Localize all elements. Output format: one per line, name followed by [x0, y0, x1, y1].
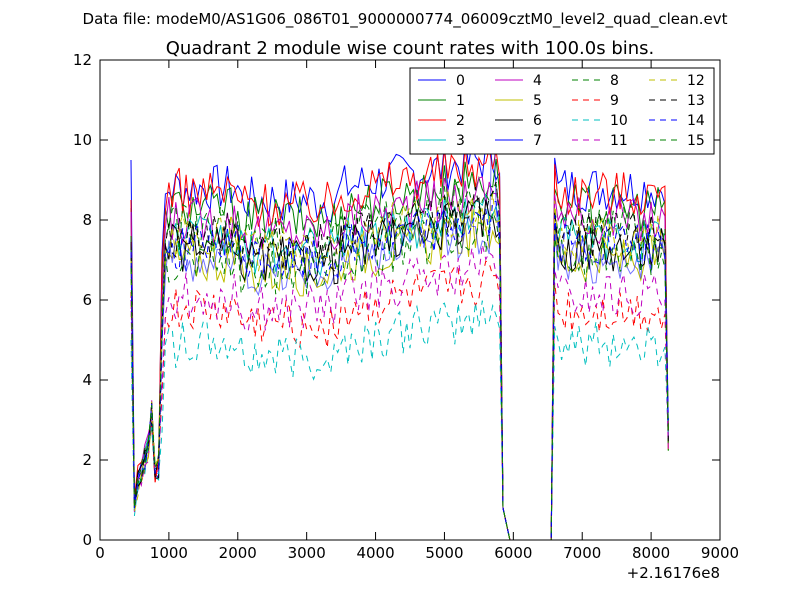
series-line-8: [130, 180, 669, 541]
y-tick-label: 0: [82, 531, 92, 549]
series-line-0: [130, 137, 669, 541]
series-line-9: [130, 260, 669, 541]
x-tick-label: 4000: [356, 544, 394, 562]
legend-label-15: 15: [687, 133, 705, 149]
x-tick-label: 8000: [632, 544, 670, 562]
chart-title: Quadrant 2 module wise count rates with …: [166, 38, 655, 59]
x-tick-label: 6000: [494, 544, 532, 562]
series-line-12: [130, 191, 669, 541]
x-tick-label: 2000: [219, 544, 257, 562]
legend-label-1: 1: [456, 93, 465, 109]
axis-ticks: 0 1000 2000 3000 4000 5000 6000 7000 8000 9000 0 2 4…: [73, 51, 739, 562]
x-tick-label: 3000: [288, 544, 326, 562]
legend-label-6: 6: [533, 113, 542, 129]
legend-label-10: 10: [610, 113, 628, 129]
legend-label-4: 4: [533, 73, 542, 89]
legend-label-5: 5: [533, 93, 542, 109]
legend-label-8: 8: [610, 73, 619, 89]
legend-label-7: 7: [533, 133, 542, 149]
x-tick-label: 1000: [150, 544, 188, 562]
series-line-13: [130, 181, 669, 541]
legend-label-3: 3: [456, 133, 465, 149]
legend-label-13: 13: [687, 93, 705, 109]
y-tick-label: 6: [82, 291, 92, 309]
x-tick-label: 7000: [563, 544, 601, 562]
legend-label-12: 12: [687, 73, 705, 89]
series-line-15: [130, 210, 669, 541]
data-file-label: Data file: modeM0/AS1G06_086T01_90000007…: [83, 10, 728, 29]
legend-label-11: 11: [610, 133, 628, 149]
y-tick-label: 10: [73, 131, 92, 149]
legend-label-0: 0: [456, 73, 465, 89]
legend-label-2: 2: [456, 113, 465, 129]
series-line-7: [130, 79, 669, 541]
x-tick-label: 9000: [701, 544, 739, 562]
y-tick-label: 2: [82, 451, 92, 469]
series-line-3: [130, 194, 669, 541]
x-offset-label: +2.16176e8: [627, 564, 720, 582]
y-tick-label: 12: [73, 51, 92, 69]
legend-label-9: 9: [610, 93, 619, 109]
y-tick-label: 4: [82, 371, 92, 389]
series-line-14: [130, 200, 669, 541]
plot-lines: [130, 79, 669, 541]
y-tick-label: 8: [82, 211, 92, 229]
series-line-10: [130, 300, 669, 541]
series-line-11: [130, 244, 669, 541]
series-line-1: [130, 159, 669, 541]
x-tick-label: 0: [95, 544, 105, 562]
x-tick-label: 5000: [425, 544, 463, 562]
series-line-2: [130, 148, 669, 541]
legend-label-14: 14: [687, 113, 705, 129]
